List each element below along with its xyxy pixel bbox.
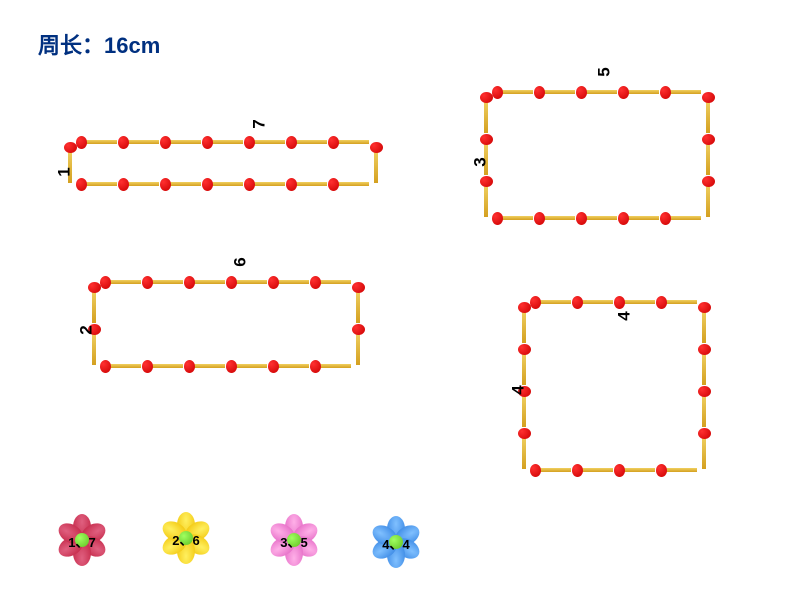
dim-label-w-2: 5 bbox=[595, 67, 615, 76]
flower-0: 1、7 bbox=[54, 512, 110, 568]
flower-label-2: 3、5 bbox=[266, 532, 322, 551]
flower-label-0: 1、7 bbox=[54, 532, 110, 551]
dim-label-h-2: 3 bbox=[471, 157, 491, 166]
dim-label-w-1: 6 bbox=[231, 257, 251, 266]
dim-label-h-0: 1 bbox=[55, 167, 75, 176]
flower-label-3: 4、4 bbox=[368, 534, 424, 553]
page-title: 周长：16cm bbox=[38, 28, 160, 60]
dim-label-h-3: 4 bbox=[509, 385, 529, 394]
flower-1: 2、6 bbox=[158, 510, 214, 566]
flower-label-1: 2、6 bbox=[158, 530, 214, 549]
flower-2: 3、5 bbox=[266, 512, 322, 568]
flower-3: 4、4 bbox=[368, 514, 424, 570]
dim-label-h-1: 2 bbox=[77, 325, 97, 334]
dim-label-w-3: 4 bbox=[615, 311, 635, 320]
dim-label-w-0: 7 bbox=[250, 119, 270, 128]
